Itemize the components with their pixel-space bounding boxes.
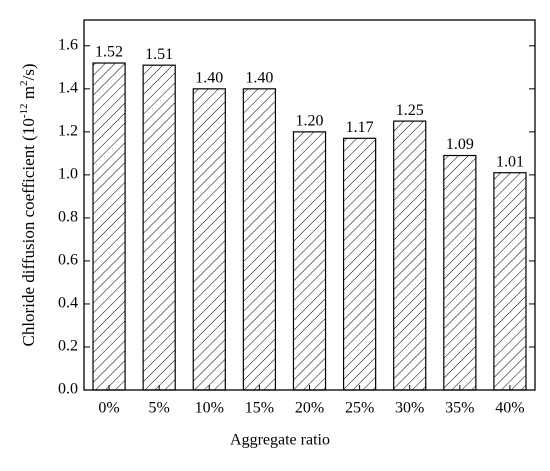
value-label: 1.25: [396, 102, 424, 119]
y-label-text: /s): [19, 63, 38, 80]
y-tick-label: 0.4: [58, 295, 78, 312]
y-tick-label: 1.6: [58, 36, 78, 53]
y-tick-label: 0.2: [58, 338, 78, 355]
bar: [142, 64, 176, 391]
y-tick-label: 1.4: [58, 80, 78, 97]
y-tick-label: 1.2: [58, 123, 78, 140]
y-tick-label: 0.6: [58, 252, 78, 269]
bar: [92, 62, 126, 391]
bar: [192, 88, 226, 391]
y-label-sup: 2: [18, 80, 30, 86]
y-tick-label: 1.0: [58, 166, 78, 183]
value-label: 1.01: [496, 153, 524, 170]
x-tick-label: 5%: [149, 400, 170, 417]
bar: [443, 154, 477, 391]
y-label-text: Chloride diffusion coefficient (10: [19, 118, 38, 346]
bar: [393, 120, 427, 391]
x-tick-label: 0%: [98, 400, 119, 417]
x-tick-label: 35%: [445, 400, 474, 417]
bar: [342, 137, 377, 391]
value-label: 1.52: [95, 44, 123, 61]
x-tick-label: 25%: [345, 400, 374, 417]
value-label: 1.51: [145, 46, 173, 63]
value-label: 1.09: [446, 136, 474, 153]
value-label: 1.20: [296, 113, 324, 130]
x-axis-label: Aggregate ratio: [230, 432, 330, 449]
x-tick-label: 20%: [295, 400, 324, 417]
y-axis-label: Chloride diffusion coefficient (10-12 m2…: [18, 63, 38, 346]
y-label-sup: -12: [18, 103, 30, 118]
bar: [242, 88, 277, 391]
value-label: 1.17: [346, 119, 374, 136]
y-label-text: m: [19, 86, 38, 103]
y-tick-label: 0.0: [58, 381, 78, 398]
x-tick-label: 30%: [395, 400, 424, 417]
value-label: 1.40: [245, 70, 273, 87]
bar: [292, 131, 327, 391]
y-tick-label: 0.8: [58, 209, 78, 226]
x-tick-label: 10%: [195, 400, 224, 417]
x-tick-label: 40%: [495, 400, 524, 417]
bar: [493, 172, 527, 391]
x-tick-label: 15%: [245, 400, 274, 417]
value-label: 1.40: [195, 70, 223, 87]
